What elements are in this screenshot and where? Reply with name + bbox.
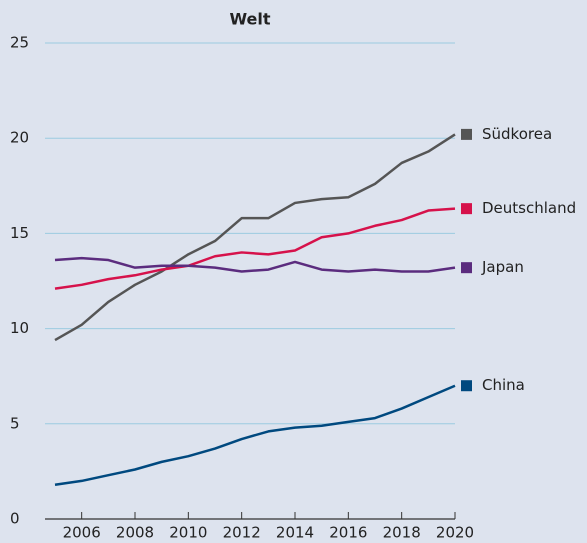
series-line (54, 256, 456, 273)
x-tick-label: 2012 (223, 524, 261, 542)
x-tick-label: 2006 (63, 524, 101, 542)
x-tick-label: 2016 (329, 524, 367, 542)
legend-label: China (482, 376, 525, 394)
x-tick-label: 2010 (169, 524, 207, 542)
y-tick-label: 0 (10, 510, 20, 528)
x-tick-label: 2014 (276, 524, 314, 542)
x-tick-label: 2020 (436, 524, 474, 542)
legend-swatch (461, 262, 472, 274)
chart-title: Welt (229, 10, 270, 29)
legend-swatch (461, 203, 472, 215)
series-line (54, 133, 456, 342)
series-line (54, 207, 456, 290)
y-tick-label: 20 (10, 129, 29, 147)
series-line (54, 384, 456, 486)
x-tick-label: 2018 (383, 524, 421, 542)
legend-label: Japan (481, 258, 524, 276)
y-tick-label: 5 (10, 414, 20, 432)
y-tick-label: 25 (10, 34, 29, 52)
y-tick-label: 15 (10, 224, 29, 242)
legend-label: Deutschland (482, 199, 576, 217)
legend-label: Südkorea (482, 125, 552, 143)
legend-swatch (461, 128, 472, 140)
x-tick-label: 2008 (116, 524, 154, 542)
legend-swatch (461, 380, 472, 392)
y-tick-label: 10 (10, 319, 29, 337)
